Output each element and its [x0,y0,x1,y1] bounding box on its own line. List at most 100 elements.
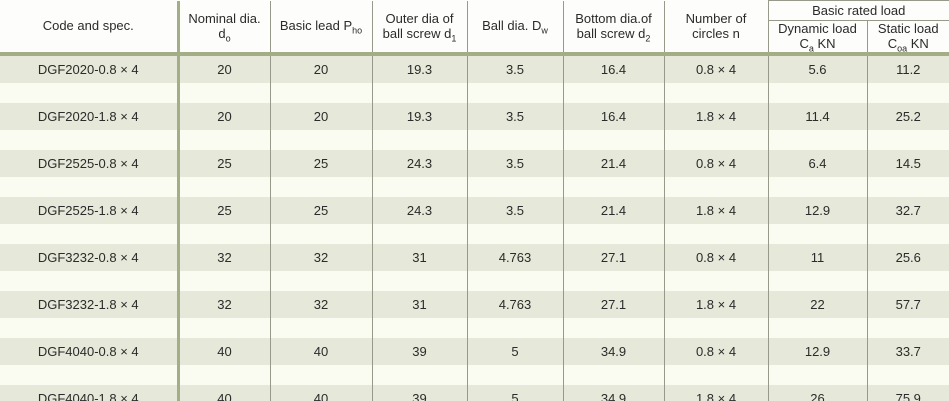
header-code-and-spec: Code and spec. [0,0,180,54]
header-subscript: 2 [645,33,651,44]
value-cell: 34.9 [563,384,665,401]
value-cell: 3.5 [467,149,564,177]
value-cell: 0.8 × 4 [664,337,769,365]
code-cell: DGF3232-0.8 × 4 [0,243,180,271]
header-text: Ball dia. D [482,18,542,34]
value-cell: 25 [270,196,373,224]
value-cell: 11.2 [867,53,949,83]
header-basic-rated-load-group: Basic rated load [768,0,949,21]
spacer-cell [372,82,468,103]
header-basic-lead: Basic lead Pho [270,0,373,54]
spacer-cell [372,317,468,338]
spacer-cell [768,364,868,385]
spacer-cell [867,82,949,103]
header-subscript: oa [897,43,908,54]
header-text: Outer dia of ball screw d [382,10,454,42]
spacer-cell [372,364,468,385]
code-cell: DGF2020-1.8 × 4 [0,102,180,130]
spacer-row [0,317,949,338]
spacer-row [0,82,949,103]
header-nominal-dia: Nominal dia. do [178,0,271,54]
header-text: Basic lead P [279,18,353,34]
value-cell: 20 [270,102,373,130]
header-ball-dia: Ball dia. Dw [467,0,564,54]
value-cell: 32 [270,290,373,318]
value-cell: 21.4 [563,196,665,224]
spacer-row [0,270,949,291]
spacer-cell [0,364,180,385]
value-cell: 32 [178,243,271,271]
value-cell: 26 [768,384,868,401]
value-cell: 31 [372,290,468,318]
spacer-cell [178,176,271,197]
header-bottom-dia: Bottom dia.of ball screw d2 [563,0,665,54]
value-cell: 40 [178,384,271,401]
value-cell: 12.9 [768,337,868,365]
table-row: DGF4040-1.8 × 4 40 40 39 5 34.9 1.8 × 4 26 75.9 [0,384,949,401]
value-cell: 0.8 × 4 [664,149,769,177]
header-subscript: a [808,43,814,54]
spacer-cell [0,223,180,244]
spacer-cell [0,270,180,291]
spacer-cell [563,364,665,385]
table-row: DGF3232-0.8 × 4 32 32 31 4.763 27.1 0.8 × 4 11 2… [0,243,949,271]
value-cell: 20 [178,53,271,83]
value-cell: 75.9 [867,384,949,401]
spacer-cell [664,317,769,338]
spacer-cell [270,82,373,103]
spacer-cell [867,176,949,197]
spacer-cell [178,270,271,291]
value-cell: 40 [178,337,271,365]
value-cell: 12.9 [768,196,868,224]
value-cell: 19.3 [372,53,468,83]
header-outer-dia: Outer dia of ball screw d1 [372,0,468,54]
value-cell: 25.6 [867,243,949,271]
spacer-cell [467,270,564,291]
table-row: DGF2525-1.8 × 4 25 25 24.3 3.5 21.4 1.8 × 4 12.… [0,196,949,224]
header-text: Nominal dia. d [188,10,261,42]
header-dynamic-load: Dynamic load Ca KN [768,20,868,54]
spacer-cell [563,129,665,150]
header-subscript: o [225,33,231,44]
spacer-cell [372,129,468,150]
spacer-cell [467,364,564,385]
spacer-cell [664,364,769,385]
table-row: DGF2020-1.8 × 4 20 20 19.3 3.5 16.4 1.8 × 4 11.… [0,102,949,130]
value-cell: 57.7 [867,290,949,318]
value-cell: 21.4 [563,149,665,177]
spacer-cell [467,317,564,338]
value-cell: 3.5 [467,102,564,130]
value-cell: 5 [467,384,564,401]
spacer-cell [372,270,468,291]
spacer-cell [270,176,373,197]
spacer-cell [768,223,868,244]
table-row: DGF2020-0.8 × 4 20 20 19.3 3.5 16.4 0.8 × 4 5.6… [0,53,949,83]
spacer-cell [664,223,769,244]
value-cell: 24.3 [372,196,468,224]
table-body: DGF2020-0.8 × 4 20 20 19.3 3.5 16.4 0.8 × 4 5.6… [0,53,949,401]
spacer-cell [768,270,868,291]
header-subscript: 1 [451,33,457,44]
spacer-cell [563,82,665,103]
value-cell: 22 [768,290,868,318]
spacer-cell [563,223,665,244]
value-cell: 25 [178,196,271,224]
spacer-cell [664,129,769,150]
value-cell: 0.8 × 4 [664,243,769,271]
header-row-sub: Dynamic load Ca KN Static load Coa KN [0,20,949,54]
header-text: Static load [877,21,939,36]
value-cell: 19.3 [372,102,468,130]
value-cell: 25 [178,149,271,177]
value-cell: 32 [270,243,373,271]
value-cell: 3.5 [467,196,564,224]
header-row-top: Code and spec. Nominal dia. do Basic lea… [0,0,949,54]
value-cell: 20 [178,102,271,130]
spacer-cell [178,364,271,385]
spacer-cell [563,317,665,338]
value-cell: 40 [270,337,373,365]
spacer-cell [0,129,180,150]
spacer-row [0,176,949,197]
header-text: Dynamic load [778,21,857,36]
